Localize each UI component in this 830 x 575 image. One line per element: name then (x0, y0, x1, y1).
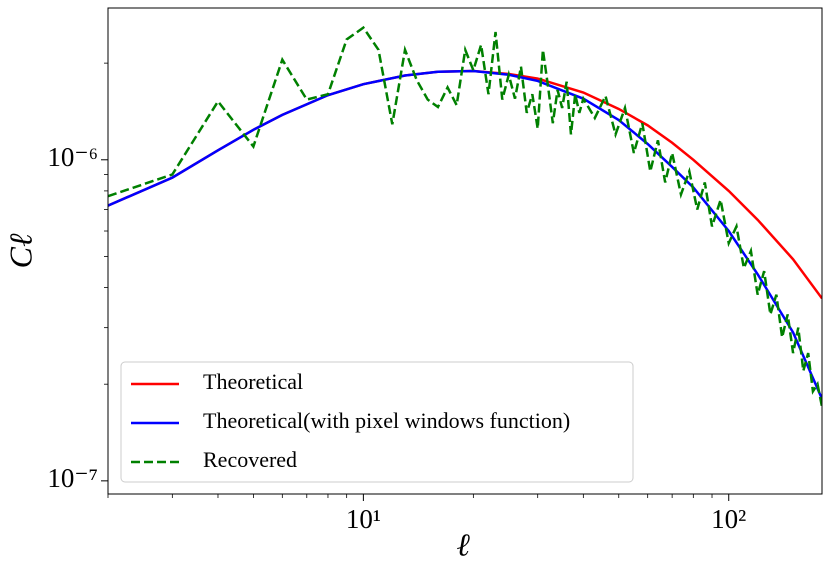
legend-label: Theoretical(with pixel windows function) (203, 408, 570, 433)
y-tick-label: 10⁻⁶ (47, 142, 98, 172)
x-axis-label: ℓ (456, 526, 470, 562)
legend: Theoretical Theoretical(with pixel window… (120, 361, 634, 483)
plot-frame (107, 7, 823, 495)
y-axis-label: Cℓ (2, 233, 38, 268)
legend-label: Recovered (203, 447, 297, 472)
y-tick-label: 10⁻⁷ (47, 463, 98, 493)
legend-label: Theoretical (203, 369, 303, 394)
plot-area (108, 25, 822, 408)
data-line (108, 25, 822, 408)
x-tick-label: 10¹ (346, 504, 381, 534)
legend-box (120, 361, 634, 483)
x-tick-label: 10² (711, 504, 746, 534)
data-line (108, 69, 822, 400)
